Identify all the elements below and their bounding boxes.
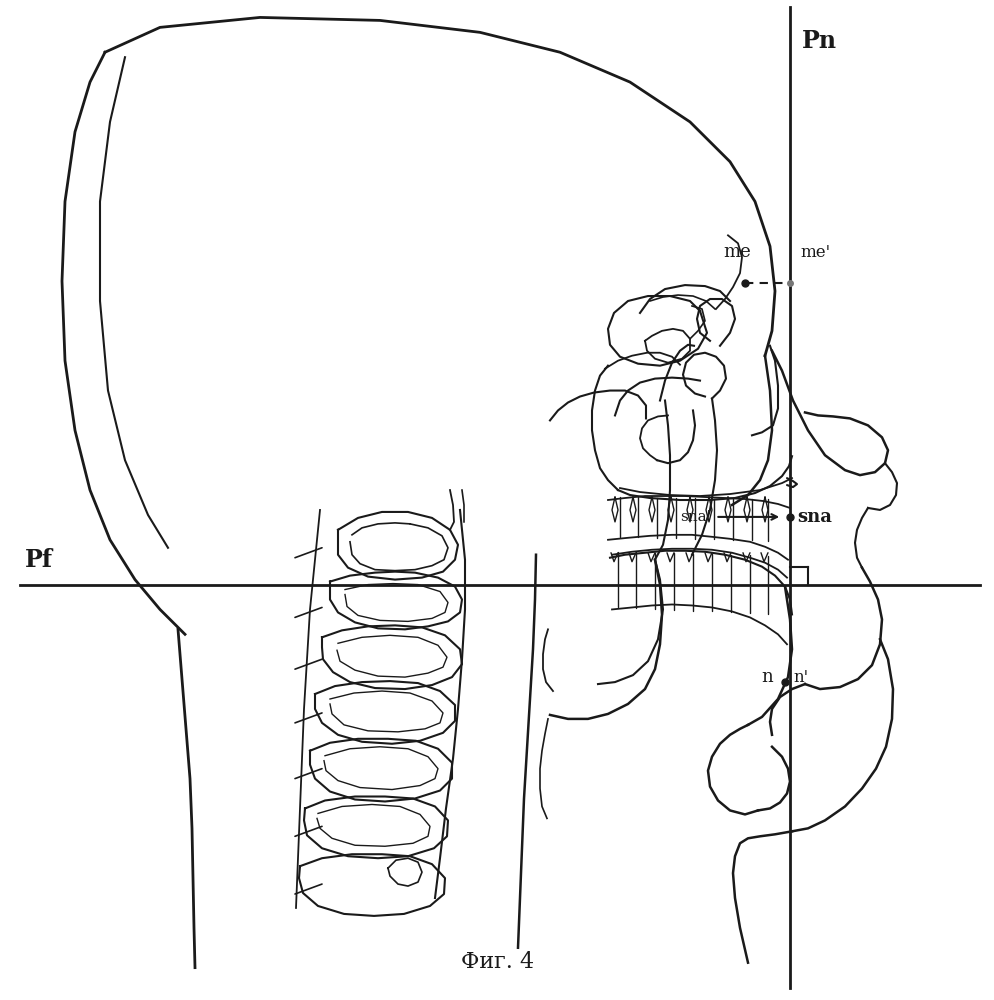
Text: sna': sna' xyxy=(679,510,710,524)
Text: Pn: Pn xyxy=(801,29,836,53)
Text: n': n' xyxy=(792,669,807,686)
Text: Фиг. 4: Фиг. 4 xyxy=(460,951,534,973)
Text: sna: sna xyxy=(796,508,831,526)
Text: me: me xyxy=(723,243,750,261)
Text: Pf: Pf xyxy=(25,548,53,572)
Text: me': me' xyxy=(799,244,829,261)
Text: n: n xyxy=(760,668,772,686)
